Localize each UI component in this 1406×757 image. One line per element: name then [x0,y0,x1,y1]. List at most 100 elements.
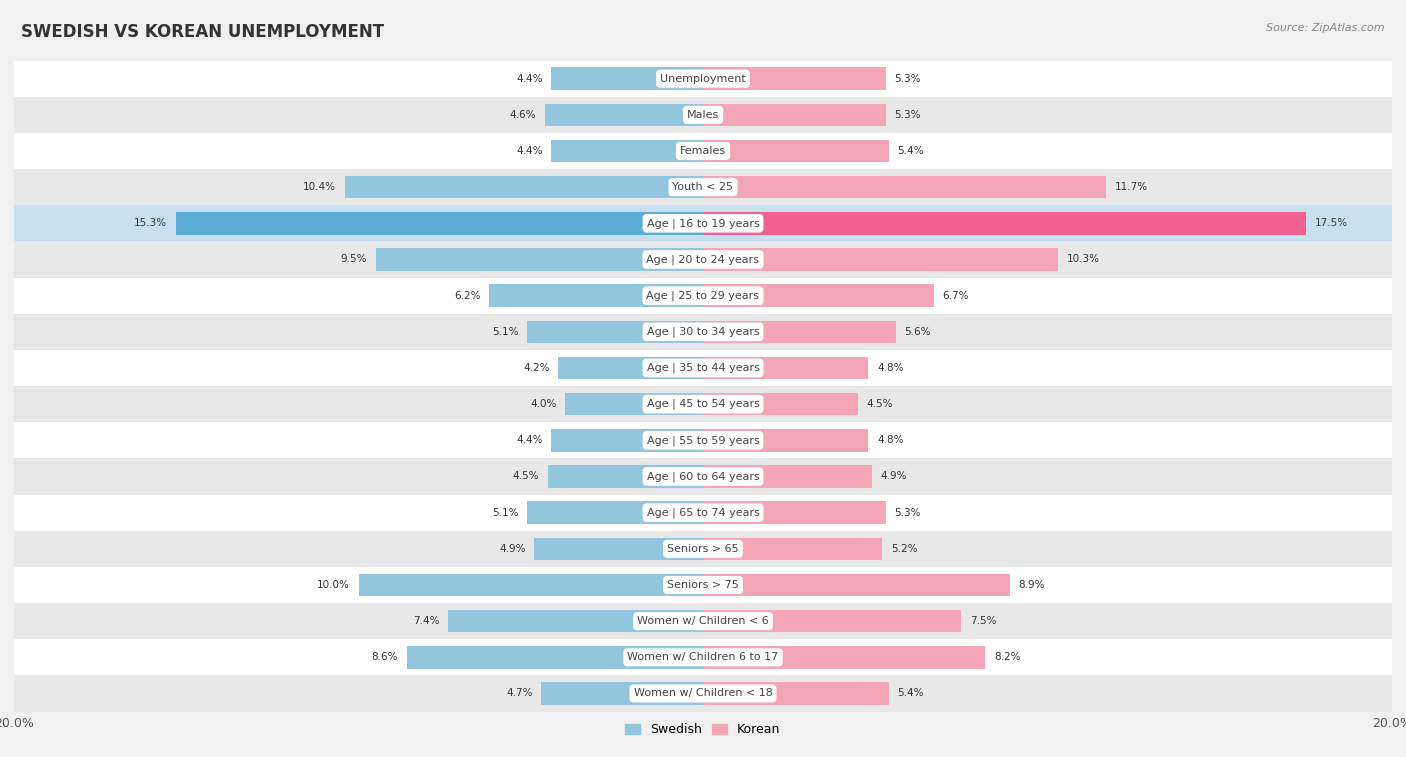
Text: SWEDISH VS KOREAN UNEMPLOYMENT: SWEDISH VS KOREAN UNEMPLOYMENT [21,23,384,41]
Bar [703,357,869,379]
Bar [541,682,703,705]
Text: Age | 45 to 54 years: Age | 45 to 54 years [647,399,759,410]
Bar [703,537,882,560]
Text: 10.3%: 10.3% [1066,254,1099,264]
Text: 5.4%: 5.4% [897,689,924,699]
Text: Age | 16 to 19 years: Age | 16 to 19 years [647,218,759,229]
Bar [14,241,1392,278]
Bar [14,278,1392,313]
Bar [558,357,703,379]
Text: 5.6%: 5.6% [904,327,931,337]
Bar [703,104,886,126]
Bar [14,459,1392,494]
Text: Women w/ Children < 18: Women w/ Children < 18 [634,689,772,699]
Bar [527,321,703,343]
Text: 9.5%: 9.5% [340,254,367,264]
Bar [551,67,703,90]
Bar [14,386,1392,422]
Bar [548,466,703,488]
Bar [14,61,1392,97]
Bar [703,682,889,705]
Text: Unemployment: Unemployment [661,73,745,83]
Bar [551,429,703,451]
Bar [14,97,1392,133]
Text: Age | 25 to 29 years: Age | 25 to 29 years [647,291,759,301]
Text: 7.5%: 7.5% [970,616,997,626]
Bar [14,567,1392,603]
Bar [359,574,703,597]
Text: Age | 60 to 64 years: Age | 60 to 64 years [647,472,759,481]
Text: 5.1%: 5.1% [492,327,519,337]
Text: Females: Females [681,146,725,156]
Bar [14,205,1392,241]
Text: Age | 55 to 59 years: Age | 55 to 59 years [647,435,759,446]
Bar [14,350,1392,386]
Bar [406,646,703,668]
Bar [176,212,703,235]
Text: 10.4%: 10.4% [304,182,336,192]
Text: 8.6%: 8.6% [371,653,398,662]
Bar [703,67,886,90]
Bar [703,176,1107,198]
Bar [449,610,703,632]
Legend: Swedish, Korean: Swedish, Korean [620,718,786,741]
Text: 4.8%: 4.8% [877,435,904,445]
Text: 4.0%: 4.0% [530,399,557,409]
Bar [14,675,1392,712]
Bar [565,393,703,416]
Text: 4.7%: 4.7% [506,689,533,699]
Text: 4.9%: 4.9% [880,472,907,481]
Text: Age | 30 to 34 years: Age | 30 to 34 years [647,326,759,337]
Text: 10.0%: 10.0% [316,580,350,590]
Bar [703,321,896,343]
Bar [527,501,703,524]
Text: 15.3%: 15.3% [134,218,167,229]
Text: Seniors > 75: Seniors > 75 [666,580,740,590]
Text: 4.9%: 4.9% [499,544,526,554]
Text: Seniors > 65: Seniors > 65 [668,544,738,554]
Text: 8.9%: 8.9% [1018,580,1045,590]
Bar [534,537,703,560]
Text: 6.7%: 6.7% [942,291,969,301]
Bar [703,646,986,668]
Text: 5.1%: 5.1% [492,508,519,518]
Text: Youth < 25: Youth < 25 [672,182,734,192]
Bar [703,501,886,524]
Bar [703,610,962,632]
Text: 11.7%: 11.7% [1115,182,1147,192]
Bar [14,313,1392,350]
Bar [703,212,1306,235]
Text: 4.2%: 4.2% [523,363,550,373]
Bar [551,140,703,162]
Text: 4.8%: 4.8% [877,363,904,373]
Text: 4.4%: 4.4% [516,435,543,445]
Bar [703,393,858,416]
Bar [703,466,872,488]
Text: Women w/ Children 6 to 17: Women w/ Children 6 to 17 [627,653,779,662]
Bar [703,248,1057,271]
Bar [14,169,1392,205]
Text: 5.3%: 5.3% [894,110,921,120]
Text: 5.4%: 5.4% [897,146,924,156]
Bar [14,133,1392,169]
Text: Age | 35 to 44 years: Age | 35 to 44 years [647,363,759,373]
Text: 8.2%: 8.2% [994,653,1021,662]
Text: Age | 20 to 24 years: Age | 20 to 24 years [647,254,759,265]
Text: 4.5%: 4.5% [513,472,540,481]
Text: 5.2%: 5.2% [891,544,917,554]
Text: Women w/ Children < 6: Women w/ Children < 6 [637,616,769,626]
Text: 5.3%: 5.3% [894,73,921,83]
Bar [703,429,869,451]
Bar [703,285,934,307]
Text: 6.2%: 6.2% [454,291,481,301]
Text: 17.5%: 17.5% [1315,218,1347,229]
Text: Age | 65 to 74 years: Age | 65 to 74 years [647,507,759,518]
Bar [544,104,703,126]
Bar [14,494,1392,531]
Bar [344,176,703,198]
Bar [14,603,1392,639]
Bar [14,531,1392,567]
Text: 5.3%: 5.3% [894,508,921,518]
Text: 4.5%: 4.5% [866,399,893,409]
Bar [375,248,703,271]
